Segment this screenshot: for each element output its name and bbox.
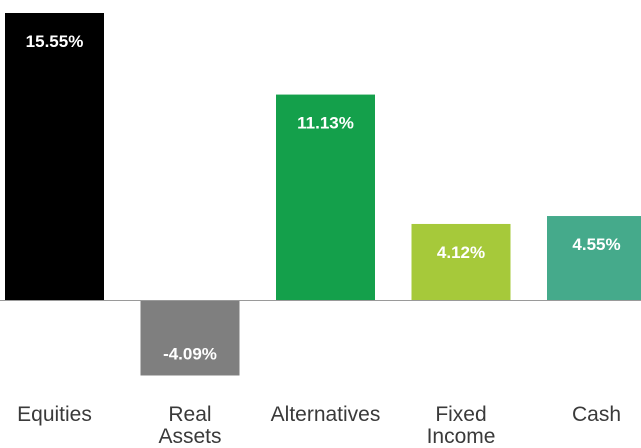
value-labels-group: 15.55% -4.09% 11.13% 4.12% 4.55% <box>26 32 621 363</box>
category-label-equities: Equities <box>17 403 92 426</box>
bar-alternatives <box>276 94 375 301</box>
value-label-cash: 4.55% <box>572 235 620 254</box>
value-label-alternatives: 11.13% <box>297 114 354 133</box>
bar-real-assets <box>140 300 240 376</box>
category-label-cash: Cash <box>572 403 621 426</box>
bars-group <box>5 13 641 376</box>
category-label-fixed-income: Fixed Income <box>427 403 496 448</box>
value-label-real-assets: -4.09% <box>163 344 217 363</box>
bar-fixed-income <box>411 223 511 300</box>
value-label-fixed-income: 4.12% <box>437 243 485 262</box>
bar-equities <box>5 13 104 300</box>
category-labels-group: Equities Real Assets Alternatives Fixed Incom… <box>17 403 621 448</box>
category-label-alternatives: Alternatives <box>271 403 381 426</box>
value-label-equities: 15.55% <box>26 32 84 51</box>
category-label-real-assets: Real Assets <box>158 403 221 448</box>
bar-cash <box>547 216 641 300</box>
